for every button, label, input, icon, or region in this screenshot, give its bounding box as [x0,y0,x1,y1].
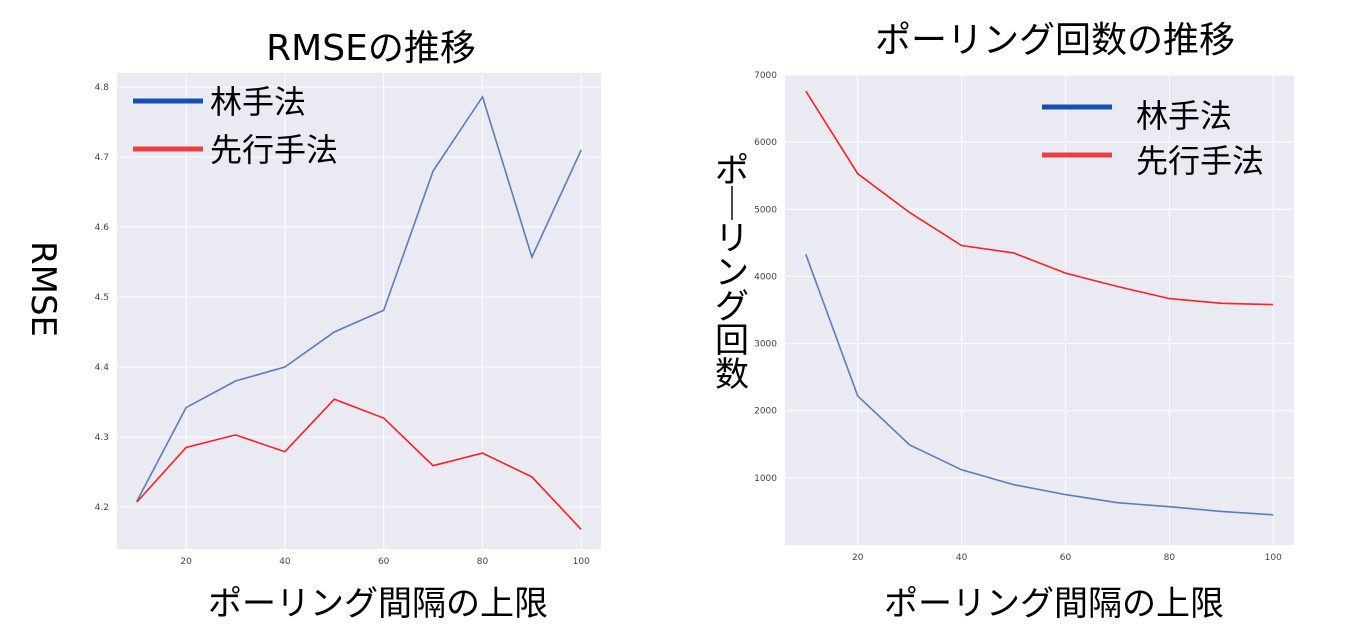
x-tick-label: 20 [852,553,864,563]
series-line-prior [136,398,582,530]
y-tick-label: 5000 [754,205,777,215]
rmse-x-ticks: 20 40 60 80 100 [180,557,590,567]
rmse-x-axis-label: ポーリング間隔の上限 [208,584,548,624]
rmse-grid [117,73,601,549]
x-tick-label: 40 [279,557,291,567]
polling-y-axis-label: ポ｜リング回数 [715,151,749,395]
y-tick-label: 4.6 [95,223,110,233]
polling-legend: 林手法 先行手法 [1042,97,1264,180]
y-axis-label-char: ｜ [715,185,749,225]
legend-label-prior: 先行手法 [1136,142,1264,180]
legend-label-hayashi: 林手法 [210,83,306,121]
y-tick-label: 4.4 [95,363,110,373]
polling-x-ticks: 20 40 60 80 100 [852,553,1282,563]
x-tick-label: 40 [956,553,968,563]
y-tick-label: 2000 [754,407,777,417]
y-tick-label: 6000 [754,138,777,148]
x-tick-label: 80 [477,557,489,567]
y-tick-label: 7000 [754,71,777,81]
polling-count-chart: ポーリング回数の推移 1000200030004000500060007000 … [715,20,1294,624]
y-tick-label: 3000 [754,340,777,350]
legend-label-hayashi: 林手法 [1136,97,1232,135]
rmse-chart-title: RMSEの推移 [266,28,476,69]
series-line-prior [805,90,1274,306]
polling-series-lines [805,90,1274,516]
polling-x-axis-label: ポーリング間隔の上限 [884,584,1224,624]
legend-label-prior: 先行手法 [210,131,338,169]
rmse-y-ticks: 4.2 4.3 4.4 4.5 4.6 4.7 4.8 [95,83,110,513]
polling-chart-title: ポーリング回数の推移 [875,20,1235,61]
rmse-series-lines [136,94,582,530]
y-tick-label: 1000 [754,474,777,484]
y-axis-label-char: ポ [715,151,749,191]
x-tick-label: 60 [1060,553,1072,563]
polling-y-ticks: 1000 2000 3000 4000 5000 6000 7000 [754,71,777,484]
rmse-chart: RMSEの推移 4.2 4.3 4.4 4.5 4.6 4.7 4.8 20 40 60 80 10… [23,28,601,624]
series-line-hayashi [805,254,1274,516]
y-axis-label-char: 数 [715,355,749,395]
x-tick-label: 20 [180,557,192,567]
polling-plot-area [785,75,1294,545]
y-axis-label-char: リ [715,219,749,259]
y-tick-label: 4.5 [95,293,109,303]
rmse-legend: 林手法 先行手法 [133,83,338,169]
rmse-y-axis-label: RMSE [23,241,63,337]
y-tick-label: 4.8 [95,83,110,93]
x-tick-label: 100 [1265,553,1282,563]
y-tick-label: 4.2 [95,503,109,513]
series-line-hayashi [136,94,582,502]
polling-grid [785,74,1294,545]
rmse-plot-area [117,73,601,549]
y-axis-label-char: ン [715,253,749,293]
y-axis-label-char: 回 [715,321,749,361]
x-tick-label: 100 [573,557,590,567]
y-tick-label: 4000 [754,272,777,282]
x-tick-label: 60 [378,557,390,567]
x-tick-label: 80 [1164,553,1176,563]
y-axis-label-char: グ [715,287,749,327]
y-tick-label: 4.3 [95,433,109,443]
y-tick-label: 4.7 [95,153,109,163]
